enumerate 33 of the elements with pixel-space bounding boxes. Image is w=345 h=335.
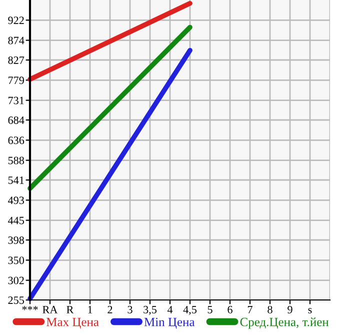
x-tick-label: 4,5 <box>183 306 197 315</box>
y-tick-label: 731 <box>8 96 24 104</box>
legend-label: Max Цена <box>46 318 99 329</box>
y-tick-label: 636 <box>8 136 24 144</box>
x-tick-label: 5 <box>208 306 212 314</box>
y-tick-label: 922 <box>8 16 24 24</box>
y-tick-label: 493 <box>8 196 24 204</box>
legend-label: Min Цена <box>144 318 195 329</box>
x-tick-label: 6 <box>228 306 232 314</box>
x-tick-label: 7 <box>248 306 252 314</box>
x-tick-label: s <box>308 308 312 314</box>
y-tick-label: 827 <box>8 56 24 64</box>
x-tick-label: 1 <box>88 306 92 314</box>
y-tick-label: 255 <box>8 296 24 304</box>
y-tick-label: 350 <box>8 256 24 264</box>
y-tick-label: 398 <box>8 236 24 244</box>
y-tick-label: 541 <box>8 176 24 184</box>
y-tick-label: 874 <box>8 36 24 44</box>
x-tick-label: 3 <box>128 306 132 314</box>
x-tick-label: R <box>66 306 74 314</box>
legend-label: Сред.Цена, т.йен <box>240 318 329 329</box>
y-tick-label: 588 <box>8 156 24 164</box>
y-tick-label: 302 <box>8 276 24 284</box>
x-tick-label: 9 <box>288 306 292 314</box>
x-tick-label: *** <box>22 306 38 310</box>
x-tick-label: RA <box>42 306 58 314</box>
y-tick-label: 445 <box>8 216 24 224</box>
y-tick-label: 779 <box>8 76 24 84</box>
x-tick-label: 2 <box>108 306 112 314</box>
x-tick-label: 4 <box>167 306 173 314</box>
x-tick-label: 3,5 <box>144 306 157 315</box>
x-tick-label: 8 <box>268 306 272 314</box>
y-tick-label: 684 <box>8 116 24 124</box>
